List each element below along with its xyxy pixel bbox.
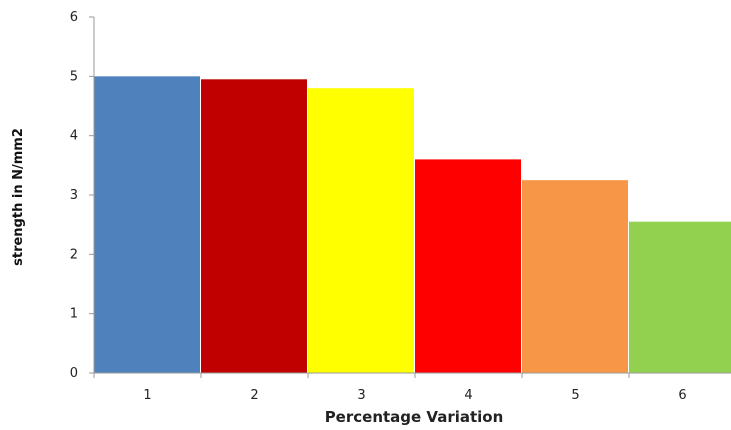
bar-4 [415, 159, 521, 373]
y-axis-title: strength in N/mm2 [11, 128, 26, 266]
y-axis-ticks: 0 1 2 3 4 5 6 [70, 10, 94, 381]
y-tick-label: 5 [70, 69, 78, 84]
x-axis-ticks: 1 2 3 4 5 6 [93, 373, 687, 403]
bar-3 [308, 88, 414, 373]
y-tick-label: 0 [70, 366, 78, 381]
x-tick-label: 2 [250, 388, 258, 403]
y-tick-label: 1 [70, 307, 78, 322]
y-tick-label: 6 [70, 10, 78, 25]
x-tick-label: 4 [464, 388, 472, 403]
x-tick-label: 6 [678, 388, 686, 403]
bar-5 [522, 180, 628, 373]
x-tick-label: 3 [357, 388, 365, 403]
bar-6 [629, 221, 731, 373]
x-tick-label: 5 [571, 388, 579, 403]
y-tick-label: 4 [70, 129, 78, 144]
y-tick-label: 3 [70, 188, 78, 203]
y-tick-label: 2 [70, 247, 78, 262]
bar-1 [94, 76, 200, 373]
x-axis-title: Percentage Variation [325, 408, 504, 426]
bar-2 [201, 79, 307, 374]
x-tick-label: 1 [143, 388, 151, 403]
bars [94, 76, 731, 374]
